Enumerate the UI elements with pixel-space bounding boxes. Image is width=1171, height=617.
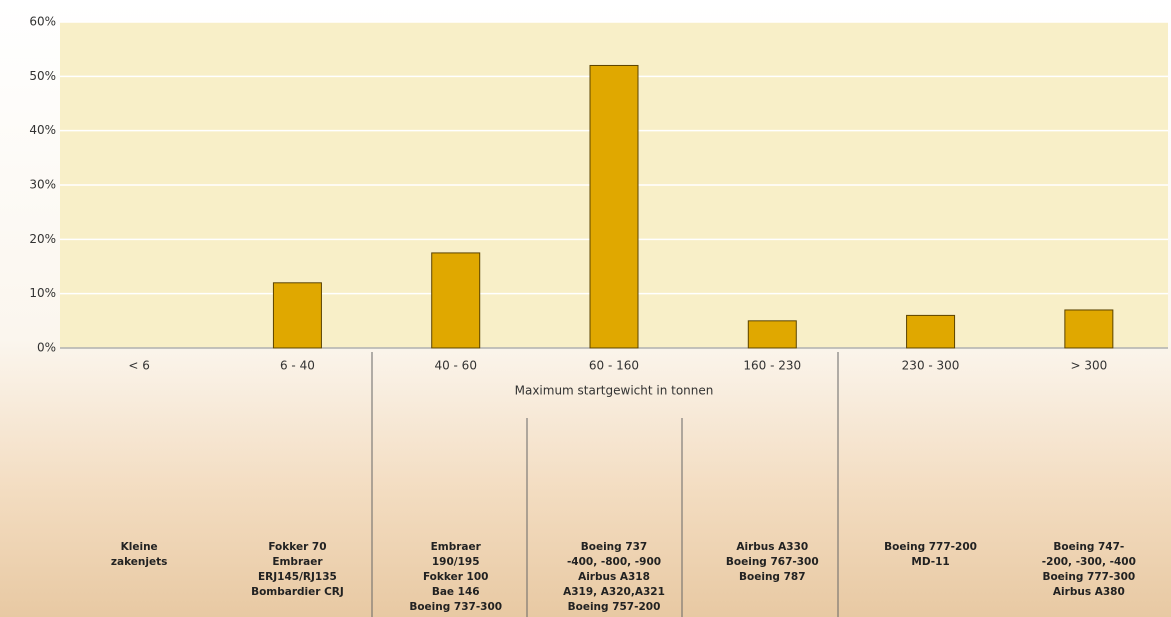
aircraft-label: Boeing 767-300 (726, 556, 819, 568)
aircraft-label: Bombardier CRJ (251, 586, 344, 598)
x-tick-label: > 300 (1070, 359, 1107, 373)
aircraft-label: Embraer (272, 556, 323, 568)
aircraft-label: MD-11 (911, 556, 949, 568)
x-tick-label: 60 - 160 (589, 359, 639, 373)
bar (431, 252, 481, 349)
aircraft-label: Fokker 100 (423, 571, 489, 583)
aircraft-label: -400, -800, -900 (567, 556, 661, 568)
y-tick-label: 10% (29, 286, 56, 300)
aircraft-label: Airbus A380 (1053, 586, 1125, 598)
y-tick-label: 30% (29, 178, 56, 192)
aircraft-label: Boeing 737 (581, 541, 648, 553)
bar (1064, 309, 1114, 349)
aircraft-label: Kleine (121, 541, 158, 553)
y-tick-label: 20% (29, 232, 56, 246)
y-tick-label: 0% (37, 341, 56, 355)
y-tick-label: 40% (29, 123, 56, 137)
aircraft-label: Fokker 70 (268, 541, 326, 553)
aircraft-label: zakenjets (111, 556, 167, 568)
aircraft-label: Boeing 787 (739, 571, 806, 583)
dividers (371, 352, 839, 617)
bar (747, 320, 797, 349)
aircraft-label: Embraer (431, 541, 482, 553)
aircraft-label: Boeing 777-200 (884, 541, 977, 553)
aircraft-label: ERJ145/RJ135 (258, 571, 337, 583)
y-tick-label: 60% (29, 15, 56, 29)
bar (589, 64, 639, 349)
aircraft-label: Boeing 737-300 (409, 601, 502, 613)
x-tick-label: 230 - 300 (902, 359, 960, 373)
aircraft-label: Boeing 747- (1053, 541, 1124, 553)
aircraft-label: 190/195 (432, 556, 480, 568)
aircraft-label: A319, A320,A321 (563, 586, 665, 598)
aircraft-label: Boeing 757-200 (568, 601, 661, 613)
x-tick-label: 6 - 40 (280, 359, 315, 373)
y-tick-label: 50% (29, 69, 56, 83)
aircraft-label: Bae 146 (432, 586, 480, 598)
aircraft-label: Airbus A330 (736, 541, 808, 553)
aircraft-label: -200, -300, -400 (1042, 556, 1136, 568)
bar (906, 314, 956, 349)
aircraft-label: Airbus A318 (578, 571, 650, 583)
aircraft-label: Boeing 777-300 (1042, 571, 1135, 583)
x-tick-label: 160 - 230 (743, 359, 801, 373)
bar (272, 282, 322, 349)
x-axis-title: Maximum startgewicht in tonnen (515, 384, 714, 398)
x-tick-label: 40 - 60 (434, 359, 477, 373)
x-tick-label: < 6 (128, 359, 150, 373)
